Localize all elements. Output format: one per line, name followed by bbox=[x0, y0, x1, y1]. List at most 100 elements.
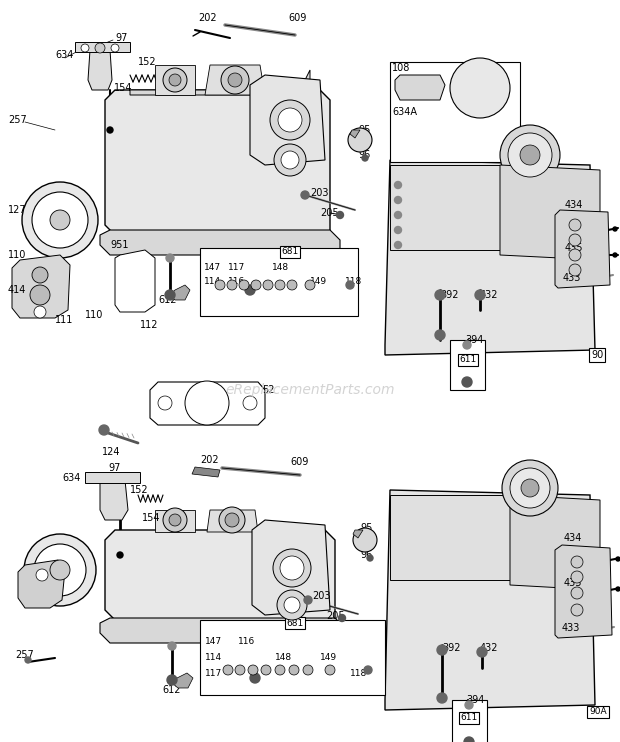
Text: 612: 612 bbox=[158, 295, 177, 305]
Circle shape bbox=[167, 675, 177, 685]
Text: 90A: 90A bbox=[589, 708, 607, 717]
Text: 634: 634 bbox=[62, 473, 81, 483]
Circle shape bbox=[107, 127, 113, 133]
Circle shape bbox=[32, 192, 88, 248]
Text: 394: 394 bbox=[465, 335, 484, 345]
Circle shape bbox=[569, 219, 581, 231]
Text: 96: 96 bbox=[360, 550, 372, 560]
Polygon shape bbox=[155, 510, 195, 532]
Polygon shape bbox=[192, 467, 220, 477]
Circle shape bbox=[281, 151, 299, 169]
Circle shape bbox=[339, 614, 345, 622]
Polygon shape bbox=[172, 673, 193, 688]
Circle shape bbox=[273, 549, 311, 587]
Text: 117: 117 bbox=[228, 263, 246, 272]
Circle shape bbox=[227, 280, 237, 290]
Circle shape bbox=[93, 474, 101, 482]
Circle shape bbox=[278, 108, 302, 132]
Circle shape bbox=[463, 341, 471, 349]
Polygon shape bbox=[105, 90, 330, 235]
Circle shape bbox=[500, 125, 560, 185]
Polygon shape bbox=[207, 510, 258, 532]
Text: 432: 432 bbox=[480, 643, 498, 653]
Circle shape bbox=[520, 145, 540, 165]
Circle shape bbox=[435, 330, 445, 340]
Circle shape bbox=[50, 560, 70, 580]
Text: 116: 116 bbox=[228, 278, 246, 286]
Circle shape bbox=[394, 226, 402, 234]
Circle shape bbox=[571, 604, 583, 616]
Text: 611: 611 bbox=[461, 714, 477, 723]
Text: 149: 149 bbox=[310, 278, 327, 286]
Text: 611: 611 bbox=[459, 355, 477, 364]
Circle shape bbox=[362, 155, 368, 161]
Circle shape bbox=[163, 68, 187, 92]
Circle shape bbox=[508, 133, 552, 177]
Text: 116: 116 bbox=[238, 637, 255, 646]
Text: 147: 147 bbox=[205, 637, 222, 646]
Circle shape bbox=[569, 264, 581, 276]
Circle shape bbox=[301, 191, 309, 199]
Text: 435: 435 bbox=[564, 578, 583, 588]
Polygon shape bbox=[555, 545, 612, 638]
Text: 203: 203 bbox=[310, 188, 329, 198]
Circle shape bbox=[270, 100, 310, 140]
Polygon shape bbox=[170, 285, 190, 300]
Bar bbox=[385, 460, 613, 730]
Polygon shape bbox=[155, 65, 195, 95]
Circle shape bbox=[277, 590, 307, 620]
Circle shape bbox=[502, 460, 558, 516]
Text: 127: 127 bbox=[8, 205, 27, 215]
Polygon shape bbox=[150, 382, 265, 425]
Circle shape bbox=[364, 666, 372, 674]
Text: 118: 118 bbox=[345, 278, 362, 286]
Text: 149: 149 bbox=[320, 654, 337, 663]
Text: 114: 114 bbox=[204, 278, 221, 286]
Text: 681: 681 bbox=[286, 619, 304, 628]
Circle shape bbox=[303, 665, 313, 675]
Circle shape bbox=[225, 513, 239, 527]
Text: 609: 609 bbox=[290, 457, 308, 467]
Polygon shape bbox=[100, 480, 128, 520]
Circle shape bbox=[245, 285, 255, 295]
Circle shape bbox=[95, 43, 105, 53]
Circle shape bbox=[248, 665, 258, 675]
Circle shape bbox=[510, 468, 550, 508]
Circle shape bbox=[437, 693, 447, 703]
Text: 110: 110 bbox=[85, 310, 104, 320]
Text: 97: 97 bbox=[115, 33, 127, 43]
Circle shape bbox=[569, 234, 581, 246]
Text: 118: 118 bbox=[350, 669, 367, 677]
Bar bbox=[452, 700, 487, 742]
Polygon shape bbox=[130, 70, 310, 95]
Circle shape bbox=[117, 552, 123, 558]
Circle shape bbox=[263, 280, 273, 290]
Polygon shape bbox=[75, 42, 130, 52]
Circle shape bbox=[450, 58, 510, 118]
Text: 414: 414 bbox=[8, 285, 27, 295]
Polygon shape bbox=[555, 210, 610, 288]
Text: 52: 52 bbox=[262, 385, 275, 395]
Polygon shape bbox=[350, 130, 360, 138]
Circle shape bbox=[81, 44, 89, 52]
Circle shape bbox=[275, 280, 285, 290]
Circle shape bbox=[521, 479, 539, 497]
Polygon shape bbox=[105, 530, 335, 620]
Circle shape bbox=[394, 241, 402, 249]
Text: 148: 148 bbox=[272, 263, 289, 272]
Polygon shape bbox=[100, 618, 345, 643]
Circle shape bbox=[221, 66, 249, 94]
Circle shape bbox=[305, 280, 315, 290]
Bar bbox=[8, 460, 378, 730]
Circle shape bbox=[223, 665, 233, 675]
Text: 95: 95 bbox=[360, 523, 373, 533]
Circle shape bbox=[169, 74, 181, 86]
Text: 634A: 634A bbox=[392, 107, 417, 117]
Circle shape bbox=[394, 182, 402, 188]
Bar bbox=[200, 620, 385, 695]
Circle shape bbox=[304, 596, 312, 604]
Text: 95: 95 bbox=[358, 125, 370, 135]
Circle shape bbox=[275, 665, 285, 675]
Text: 96: 96 bbox=[358, 150, 370, 160]
Text: 202: 202 bbox=[200, 455, 219, 465]
